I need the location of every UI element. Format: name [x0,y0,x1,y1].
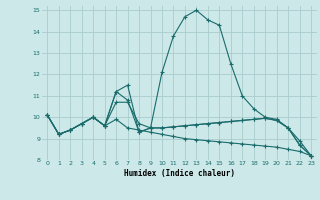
X-axis label: Humidex (Indice chaleur): Humidex (Indice chaleur) [124,169,235,178]
